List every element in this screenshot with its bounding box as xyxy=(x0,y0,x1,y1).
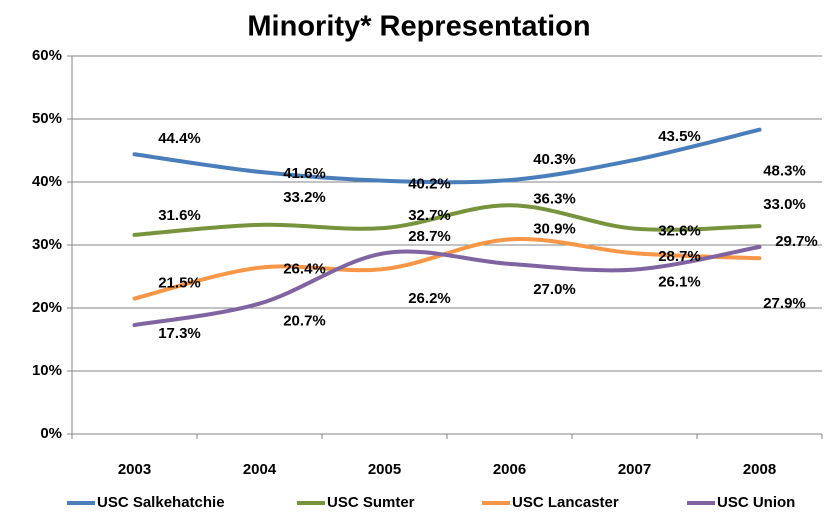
series-line xyxy=(132,203,762,237)
series-line xyxy=(132,244,762,328)
data-label: 26.4% xyxy=(283,261,326,278)
y-tick-label: 50% xyxy=(32,110,62,127)
data-label: 33.2% xyxy=(283,189,326,206)
data-label: 36.3% xyxy=(533,190,576,207)
x-tick-label: 2006 xyxy=(493,461,526,478)
data-label: 28.7% xyxy=(658,248,701,265)
data-label: 30.9% xyxy=(533,220,576,237)
data-label: 41.6% xyxy=(283,165,326,182)
data-label: 33.0% xyxy=(763,196,806,213)
legend-label: USC Union xyxy=(717,494,795,511)
data-label: 32.7% xyxy=(408,207,451,224)
legend-label: USC Sumter xyxy=(327,494,415,511)
data-label: 28.7% xyxy=(408,228,451,245)
data-label: 29.7% xyxy=(775,233,818,250)
data-label: 44.4% xyxy=(158,130,201,147)
y-tick-label: 10% xyxy=(32,362,62,379)
x-tick-label: 2005 xyxy=(368,461,401,478)
data-label: 32.6% xyxy=(658,223,701,240)
data-label: 27.0% xyxy=(533,281,576,298)
data-label: 43.5% xyxy=(658,128,701,145)
data-label: 21.5% xyxy=(158,275,201,292)
x-tick-label: 2007 xyxy=(618,461,651,478)
x-tick-label: 2003 xyxy=(118,461,151,478)
series-line xyxy=(132,127,762,185)
x-tick-label: 2004 xyxy=(243,461,277,478)
legend-label: USC Lancaster xyxy=(512,494,619,511)
y-tick-label: 20% xyxy=(32,299,62,316)
data-label: 31.6% xyxy=(158,207,201,224)
y-tick-label: 40% xyxy=(32,173,62,190)
data-label: 40.2% xyxy=(408,176,451,193)
data-label: 48.3% xyxy=(763,163,806,180)
data-label: 27.9% xyxy=(763,295,806,312)
data-label: 26.1% xyxy=(658,274,701,291)
y-tick-label: 60% xyxy=(32,47,62,64)
data-label: 20.7% xyxy=(283,313,326,330)
data-label: 26.2% xyxy=(408,290,451,307)
data-label: 17.3% xyxy=(158,325,201,342)
legend-label: USC Salkehatchie xyxy=(97,494,225,511)
y-tick-label: 30% xyxy=(32,236,62,253)
chart-title: Minority* Representation xyxy=(247,11,590,43)
x-tick-label: 2008 xyxy=(743,461,776,478)
data-label: 40.3% xyxy=(533,151,576,168)
y-tick-label: 0% xyxy=(40,425,62,442)
